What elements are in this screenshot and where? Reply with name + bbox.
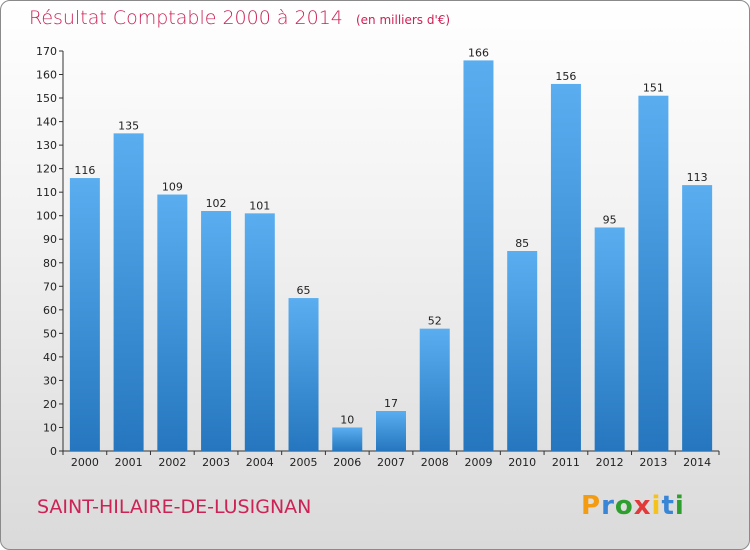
y-tick-label: 100 <box>36 210 57 223</box>
y-tick-label: 60 <box>43 304 57 317</box>
bar <box>113 133 144 451</box>
commune-name: SAINT-HILAIRE-DE-LUSIGNAN <box>37 496 312 518</box>
chart-bars: 116 135 109 102 101 65 10 17 52 166 85 156 95 151 113 <box>69 46 713 452</box>
bar <box>332 427 363 451</box>
bar <box>201 211 232 451</box>
logo-letter: t <box>661 491 675 521</box>
x-tick-label: 2000 <box>71 456 99 469</box>
bar <box>288 298 319 451</box>
y-tick-label: 70 <box>43 280 57 293</box>
bar <box>638 95 669 452</box>
x-tick-label: 2006 <box>333 456 361 469</box>
x-tick-label: 2013 <box>639 456 667 469</box>
x-tick-label: 2008 <box>421 456 449 469</box>
y-tick-label: 80 <box>43 257 57 270</box>
logo-letter: o <box>614 491 634 521</box>
logo-letter: r <box>601 491 615 521</box>
bar-value-label: 102 <box>206 197 227 210</box>
bar <box>463 60 494 451</box>
y-tick-label: 40 <box>43 351 57 364</box>
x-tick-label: 2014 <box>683 456 711 469</box>
bar <box>682 185 713 451</box>
y-tick-label: 110 <box>36 186 57 199</box>
bar-value-label: 17 <box>384 397 398 410</box>
chart-title-main: Résultat Comptable 2000 à 2014 <box>29 7 343 29</box>
proxiti-logo: Proxiti <box>581 491 685 521</box>
x-tick-label: 2007 <box>377 456 405 469</box>
bar-value-label: 151 <box>643 82 664 95</box>
bar <box>244 213 275 451</box>
bar-value-label: 10 <box>340 413 354 426</box>
bar <box>69 178 100 451</box>
x-tick-label: 2001 <box>115 456 143 469</box>
bar-value-label: 95 <box>603 213 617 226</box>
y-tick-label: 20 <box>43 398 57 411</box>
chart-title-unit: (en milliers d'€) <box>355 13 451 27</box>
x-tick-label: 2010 <box>508 456 536 469</box>
y-tick-label: 160 <box>36 69 57 82</box>
bar <box>594 227 625 451</box>
bar <box>376 411 406 451</box>
logo-letter: x <box>633 491 652 521</box>
x-tick-label: 2004 <box>246 456 274 469</box>
bar <box>507 251 538 451</box>
bar <box>419 328 450 451</box>
bar-value-label: 156 <box>555 70 576 83</box>
bar-value-label: 52 <box>428 315 442 328</box>
y-tick-label: 120 <box>36 163 57 176</box>
x-tick-label: 2011 <box>552 456 580 469</box>
bar-value-label: 109 <box>162 181 183 194</box>
y-tick-label: 10 <box>43 421 57 434</box>
y-tick-label: 30 <box>43 374 57 387</box>
x-tick-label: 2005 <box>290 456 318 469</box>
bar-value-label: 65 <box>297 284 311 297</box>
bar <box>550 83 581 452</box>
bar-value-label: 85 <box>515 237 529 250</box>
x-tick-label: 2009 <box>464 456 492 469</box>
bar-value-label: 166 <box>468 46 489 59</box>
logo-letter: P <box>581 491 602 521</box>
y-tick-label: 0 <box>50 445 57 458</box>
bar-value-label: 116 <box>74 164 95 177</box>
bar <box>157 194 188 451</box>
x-tick-label: 2002 <box>158 456 186 469</box>
y-tick-label: 150 <box>36 92 57 105</box>
y-tick-label: 50 <box>43 327 57 340</box>
y-tick-label: 90 <box>43 233 57 246</box>
bar-value-label: 135 <box>118 119 139 132</box>
y-tick-label: 170 <box>36 45 57 58</box>
x-tick-label: 2012 <box>596 456 624 469</box>
chart-title: Résultat Comptable 2000 à 2014 (en milli… <box>29 7 450 29</box>
bar-value-label: 101 <box>249 199 270 212</box>
y-tick-label: 140 <box>36 116 57 129</box>
logo-letter: i <box>651 491 662 521</box>
bar-value-label: 113 <box>687 171 708 184</box>
logo-letter: i <box>674 491 685 521</box>
y-tick-label: 130 <box>36 139 57 152</box>
x-tick-label: 2003 <box>202 456 230 469</box>
